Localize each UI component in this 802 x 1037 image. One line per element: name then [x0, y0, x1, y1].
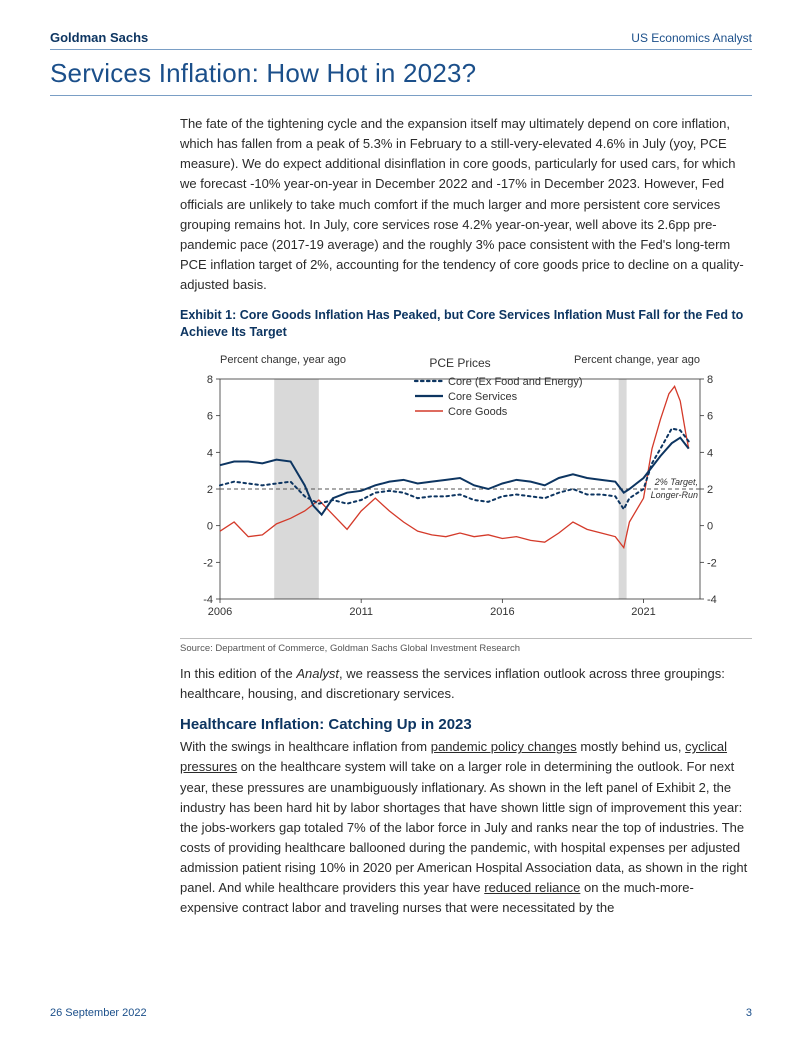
svg-text:-4: -4: [203, 594, 213, 606]
brand-name: Goldman Sachs: [50, 30, 148, 45]
text: With the swings in healthcare inflation …: [180, 739, 431, 754]
svg-text:-2: -2: [707, 557, 717, 569]
svg-text:0: 0: [207, 521, 213, 533]
section-heading-healthcare: Healthcare Inflation: Catching Up in 202…: [180, 716, 752, 733]
svg-text:8: 8: [707, 374, 713, 386]
svg-text:2% Target,: 2% Target,: [654, 477, 698, 487]
svg-text:Core Services: Core Services: [448, 391, 518, 403]
svg-text:2: 2: [207, 484, 213, 496]
link-text: pandemic policy changes: [431, 739, 577, 754]
svg-text:Core (Ex Food and Energy): Core (Ex Food and Energy): [448, 376, 583, 388]
svg-text:Percent change, year ago: Percent change, year ago: [220, 354, 346, 366]
publication-name: Analyst: [296, 666, 339, 681]
page-title: Services Inflation: How Hot in 2023?: [50, 58, 752, 96]
svg-text:Longer-Run: Longer-Run: [651, 490, 698, 500]
text: In this edition of the: [180, 666, 296, 681]
page-footer: 26 September 2022 3: [50, 1007, 752, 1019]
link-text: reduced reliance: [484, 880, 580, 895]
footer-page-number: 3: [746, 1007, 752, 1019]
svg-text:-2: -2: [203, 557, 213, 569]
svg-text:PCE Prices: PCE Prices: [429, 356, 490, 370]
intro-paragraph: The fate of the tightening cycle and the…: [180, 114, 752, 295]
svg-text:8: 8: [207, 374, 213, 386]
text: mostly behind us,: [577, 739, 685, 754]
footer-date: 26 September 2022: [50, 1007, 147, 1019]
svg-text:6: 6: [207, 411, 213, 423]
text: on the healthcare system will take on a …: [180, 759, 747, 895]
svg-text:4: 4: [707, 447, 713, 459]
svg-text:Core Goods: Core Goods: [448, 406, 508, 418]
svg-text:0: 0: [707, 521, 713, 533]
svg-text:Percent change, year ago: Percent change, year ago: [574, 354, 700, 366]
page-header: Goldman Sachs US Economics Analyst: [50, 30, 752, 50]
svg-text:2016: 2016: [490, 606, 514, 618]
doc-type: US Economics Analyst: [631, 31, 752, 45]
exhibit-1-chart: -4 -4 -2 -2 0 0 2 2 4 4 6 6 8 8 2006 2011 2016 2021 2% Tar…: [180, 349, 752, 634]
svg-text:2021: 2021: [631, 606, 655, 618]
svg-text:2: 2: [707, 484, 713, 496]
svg-text:-4: -4: [707, 594, 717, 606]
svg-text:2011: 2011: [349, 606, 373, 618]
svg-text:4: 4: [207, 447, 213, 459]
svg-text:6: 6: [707, 411, 713, 423]
chart-source: Source: Department of Commerce, Goldman …: [180, 638, 752, 654]
healthcare-paragraph: With the swings in healthcare inflation …: [180, 737, 752, 918]
exhibit-caption: Exhibit 1: Core Goods Inflation Has Peak…: [180, 307, 752, 341]
svg-text:2006: 2006: [208, 606, 232, 618]
transition-paragraph: In this edition of the Analyst, we reass…: [180, 664, 752, 704]
